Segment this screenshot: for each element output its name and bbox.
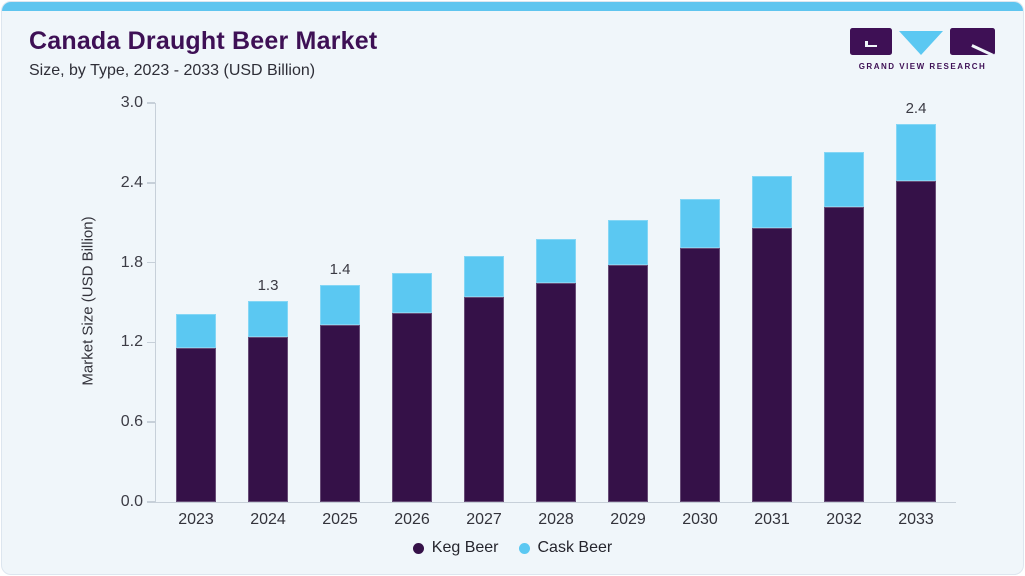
legend-dot-icon xyxy=(412,542,424,554)
data-label-2033: 2.4 xyxy=(905,100,927,118)
x-axis-label-2029: 2029 xyxy=(610,511,646,528)
bar-2024 xyxy=(248,301,288,502)
bar-2028 xyxy=(536,238,576,502)
x-axis-label-2027: 2027 xyxy=(466,511,502,528)
bar-2026 xyxy=(392,273,432,502)
bar-2027-cask-segment xyxy=(464,255,504,298)
bar-2032 xyxy=(824,152,864,502)
data-label-2025: 1.4 xyxy=(329,261,351,279)
x-axis-label-2026: 2026 xyxy=(394,511,430,528)
x-axis-label-2031: 2031 xyxy=(754,511,790,528)
bar-2033-cask-segment xyxy=(896,124,936,182)
y-axis-title: Market Size (USD Billion) xyxy=(79,216,97,386)
bar-2032-cask-segment xyxy=(824,152,864,207)
y-axis-tick xyxy=(147,102,155,104)
y-axis-tick xyxy=(147,501,155,503)
x-axis-label-2028: 2028 xyxy=(538,511,574,528)
bar-2028-cask-segment xyxy=(536,238,576,283)
legend-label: Cask Beer xyxy=(537,539,613,556)
bar-2029-keg-segment xyxy=(608,265,648,502)
chart-plot-area: 0.0 0.6 1.2 1.8 2.4 3.0 2023 2024 1.3 2025 1.4 2026… xyxy=(121,94,956,528)
x-axis-label-2025: 2025 xyxy=(322,511,358,528)
y-axis-tick-label: 0.6 xyxy=(120,413,143,431)
x-axis-label-2030: 2030 xyxy=(682,511,718,528)
chart-title: Canada Draught Beer Market xyxy=(29,27,378,55)
bar-2030-keg-segment xyxy=(680,247,720,502)
x-axis-label-2033: 2033 xyxy=(898,511,934,528)
bar-2024-keg-segment xyxy=(248,337,288,502)
bar-2023-keg-segment xyxy=(176,347,216,502)
bar-2025 xyxy=(320,285,360,502)
bar-2027 xyxy=(464,255,504,502)
legend-label: Keg Beer xyxy=(431,539,499,556)
bar-2024-cask-segment xyxy=(248,301,288,338)
bar-2032-keg-segment xyxy=(824,206,864,502)
bar-2029 xyxy=(608,220,648,502)
chart-legend: Keg Beer Cask Beer xyxy=(2,539,1023,557)
bar-2026-cask-segment xyxy=(392,273,432,314)
y-axis-tick xyxy=(147,182,155,184)
logo-letter-r-icon xyxy=(950,28,995,55)
y-axis-tick-label: 3.0 xyxy=(120,94,143,111)
logo-letter-g-icon xyxy=(850,28,892,55)
bar-2027-keg-segment xyxy=(464,297,504,502)
bar-2026-keg-segment xyxy=(392,313,432,502)
bar-2028-keg-segment xyxy=(536,282,576,502)
x-axis-label-2032: 2032 xyxy=(826,511,862,528)
top-accent-bar xyxy=(2,2,1023,11)
bar-2030 xyxy=(680,198,720,502)
bar-2031-keg-segment xyxy=(752,228,792,502)
bar-2029-cask-segment xyxy=(608,220,648,266)
bar-2025-keg-segment xyxy=(320,325,360,502)
legend-dot-icon xyxy=(518,542,530,554)
x-axis-label-2023: 2023 xyxy=(178,511,214,528)
logo-brand-text: GRAND VIEW RESEARCH xyxy=(858,62,987,71)
y-axis-tick xyxy=(147,421,155,423)
bar-2033 xyxy=(896,124,936,502)
y-axis-tick xyxy=(147,261,155,264)
y-axis-tick-label: 2.4 xyxy=(120,173,143,191)
y-axis-tick-label: 1.8 xyxy=(120,253,143,271)
y-axis-tick-label: 0.0 xyxy=(120,493,143,510)
bar-2030-cask-segment xyxy=(680,198,720,248)
bar-2033-keg-segment xyxy=(896,181,936,502)
bar-2023 xyxy=(176,314,216,502)
legend-item-keg-beer: Keg Beer xyxy=(412,539,499,557)
bar-2023-cask-segment xyxy=(176,314,216,348)
logo-letter-v-icon xyxy=(899,31,943,55)
x-axis-label-2024: 2024 xyxy=(250,511,286,528)
y-axis-tick xyxy=(147,341,155,344)
data-label-2024: 1.3 xyxy=(257,277,279,295)
legend-item-cask-beer: Cask Beer xyxy=(518,539,613,557)
gvr-logo: GRAND VIEW RESEARCH xyxy=(850,28,995,71)
bar-2031-cask-segment xyxy=(752,176,792,229)
bar-2025-cask-segment xyxy=(320,285,360,326)
y-axis-tick-label: 1.2 xyxy=(120,333,143,351)
gvr-logo-glyphs xyxy=(850,28,995,55)
bar-2031 xyxy=(752,176,792,502)
chart-header: Canada Draught Beer Market Size, by Type… xyxy=(29,27,377,80)
chart-subtitle: Size, by Type, 2023 - 2033 (USD Billion) xyxy=(29,62,316,79)
